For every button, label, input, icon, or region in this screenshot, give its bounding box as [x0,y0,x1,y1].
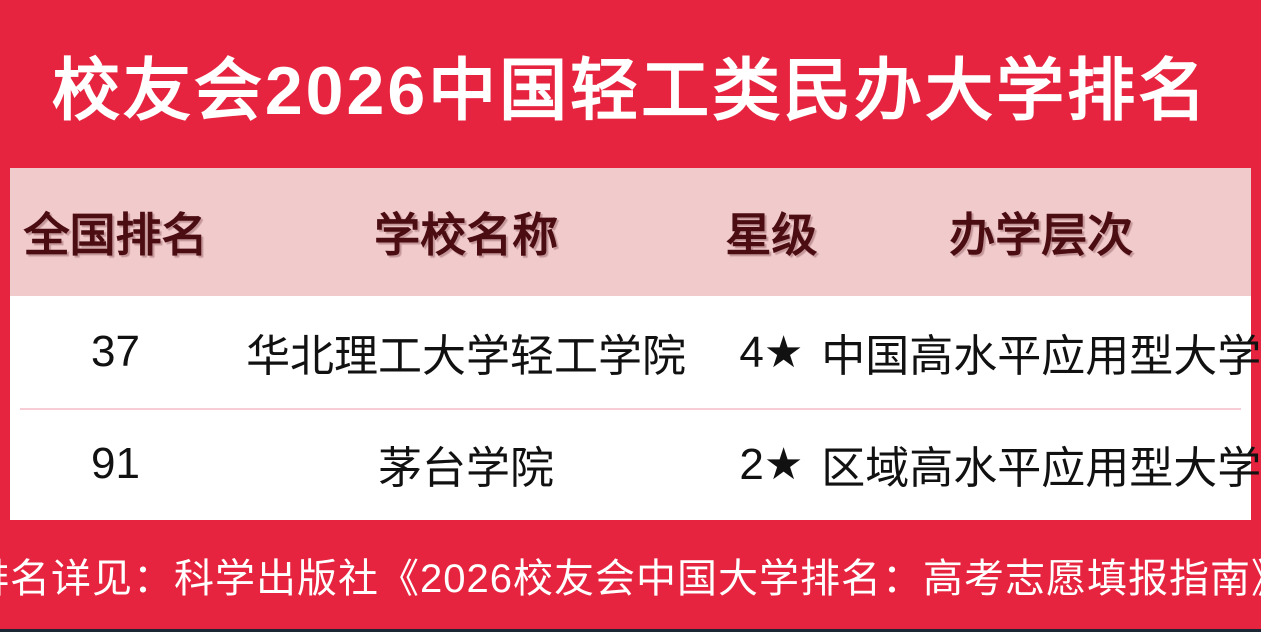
title-banner: 校友会2026中国轻工类民办大学排名 [0,0,1261,168]
table-row: 37 华北理工大学轻工学院 4★ 中国高水平应用型大学 [10,296,1261,408]
row-divider [20,408,1241,410]
bottom-strip [0,629,1261,632]
cell-star-rating: 2★ [739,439,804,489]
header-cell-national-rank: 全国排名 [23,209,208,261]
cell-education-level: 区域高水平应用型大学 [821,444,1261,493]
cell-education-level: 中国高水平应用型大学 [821,332,1261,381]
table-header-row: 全国排名 学校名称 星级 办学层次 [10,168,1251,296]
cell-school-name: 华北理工大学轻工学院 [246,332,687,381]
ranking-table-card: 全国排名 学校名称 星级 办学层次 37 华北理工大学轻工学院 4★ 中国高水平… [10,168,1261,520]
cell-rank: 37 [91,327,140,376]
table-row: 91 茅台学院 2★ 区域高水平应用型大学 [10,408,1261,520]
header-cell-school-name: 学校名称 [374,209,559,261]
footer-area: 排名详见：科学出版社《2026校友会中国大学排名：高考志愿填报指南》 [0,520,1261,629]
header-cell-education-level: 办学层次 [949,209,1134,261]
cell-school-name: 茅台学院 [378,444,555,493]
cell-rank: 91 [91,439,140,488]
cell-star-rating: 4★ [739,327,804,377]
page-title: 校友会2026中国轻工类民办大学排名 [51,52,1210,129]
footer-note: 排名详见：科学出版社《2026校友会中国大学排名：高考志愿填报指南》 [0,556,1261,601]
header-cell-star-rating: 星级 [725,209,818,261]
